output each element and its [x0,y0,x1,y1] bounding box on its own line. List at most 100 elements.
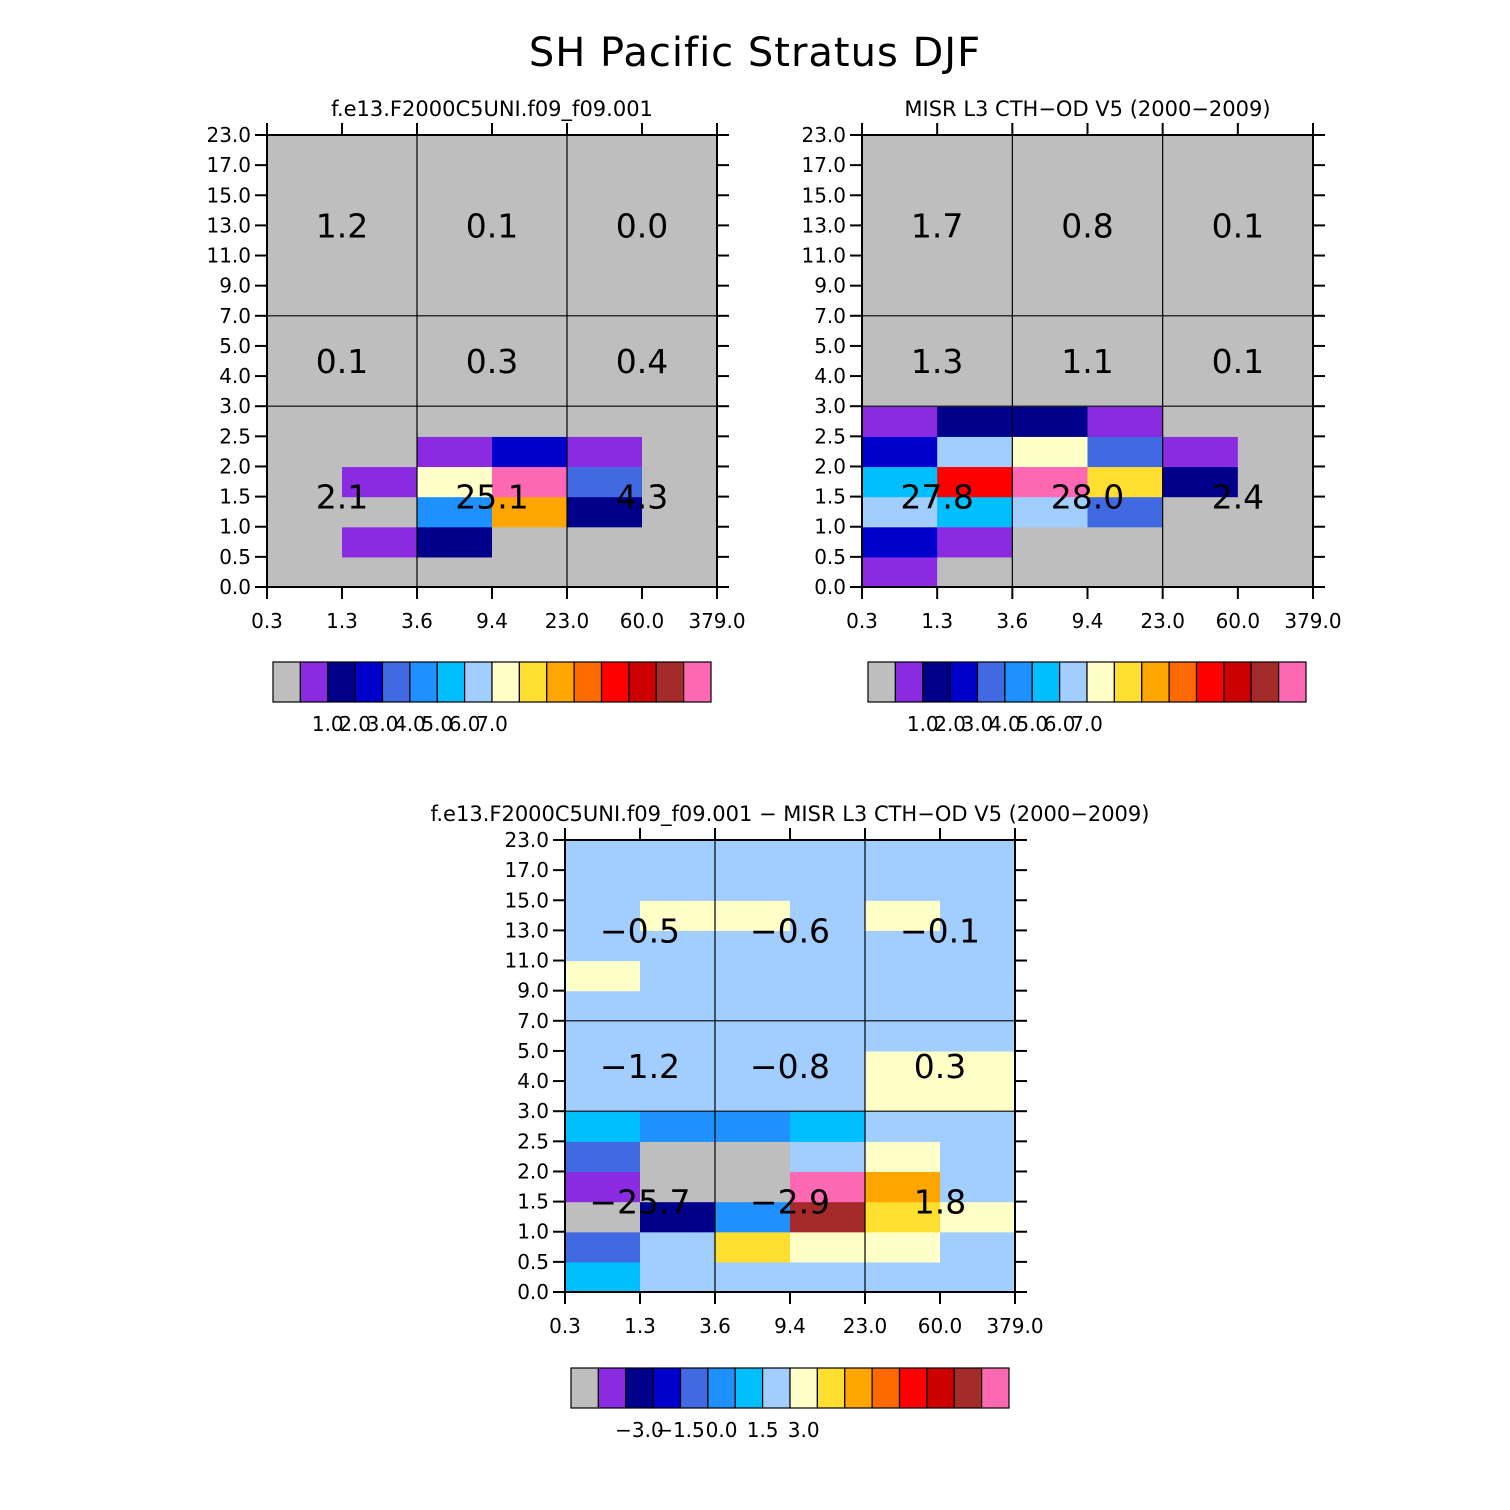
cell-annotation: 0.4 [616,342,668,381]
heatmap-cell [1012,195,1089,226]
heatmap-cell [790,900,866,931]
heatmap-cell [342,255,418,287]
heatmap-cell [1087,406,1164,437]
heatmap-cell [1162,406,1239,437]
heatmap-cell [1162,315,1239,347]
heatmap-cell [937,225,1013,257]
heatmap-cell [267,165,343,196]
cell-annotation: 2.4 [1212,478,1264,517]
colorbar: 1.02.03.04.05.06.07.0 [272,661,712,736]
colorbar-label: 4.0 [394,712,426,736]
cell-annotation: 25.1 [455,478,528,517]
heatmap-cell [790,1020,866,1052]
heatmap-cell [1162,165,1239,196]
heatmap-cell [715,1201,791,1233]
heatmap-cell [640,1081,716,1112]
heatmap-cell [1162,436,1239,468]
heatmap-cell [565,1201,641,1233]
y-tick-label: 0.0 [517,1280,549,1304]
heatmap-cell [1237,255,1314,287]
heatmap-cell [417,165,493,196]
colorbar-label: −1.5 [656,1418,705,1442]
y-tick-label: 15.0 [801,183,846,207]
heatmap-cell [267,556,343,588]
colorbar-swatch [600,661,630,703]
heatmap-cell [790,1050,866,1082]
y-tick-label: 4.0 [219,364,251,388]
heatmap-cell [342,376,418,407]
heatmap-cell [1162,135,1239,166]
heatmap-panel-1: f.e13.F2000C5UNI.f09_f09.001 0.0 0.5 1.0 1.5… [206,97,745,736]
colorbar-swatch [491,661,520,703]
heatmap-cell [565,1261,641,1293]
heatmap-cell [715,1081,791,1112]
y-tick-label: 13.0 [504,918,549,942]
x-tick-label: 0.3 [251,609,283,633]
colorbar-swatch [683,661,712,703]
heatmap-cell [1087,255,1164,287]
heatmap-cell [417,195,493,226]
colorbar-swatch [570,1367,599,1409]
heatmap-cell [1237,436,1314,468]
heatmap-cell [1087,345,1164,377]
heatmap-cell [342,195,418,226]
heatmap-cell [1087,526,1164,558]
heatmap-cell [492,436,568,468]
heatmap-cell [642,195,718,226]
heatmap-cell [565,870,641,901]
heatmap-cell [865,930,941,962]
heatmap-cell [715,930,791,962]
cell-annotation: 0.3 [466,342,518,381]
heatmap-cell [642,436,718,468]
colorbar-swatch [926,1367,955,1409]
heatmap-cell [1087,225,1164,257]
heatmap-cell [1087,436,1164,468]
panel-title: f.e13.F2000C5UNI.f09_f09.001 − MISR L3 C… [431,802,1150,827]
y-tick-label: 1.5 [814,485,846,509]
heatmap-cell [715,990,791,1022]
heatmap-cell [1237,556,1314,588]
cell-annotation: 0.3 [914,1047,966,1086]
colorbar-swatch [546,661,575,703]
y-tick-label: 9.0 [814,274,846,298]
heatmap-cell [417,255,493,287]
heatmap-cell [862,526,938,558]
heatmap-cell [790,870,866,901]
heatmap-cell [642,406,718,437]
heatmap-cell [642,466,718,498]
heatmap-cell [417,466,493,498]
heatmap-cell [790,960,866,992]
heatmap-cell [417,376,493,407]
heatmap-cell [567,406,643,437]
heatmap-cell [492,345,568,377]
heatmap-cell [1012,496,1089,528]
x-tick-label: 379.0 [688,609,745,633]
heatmap-cell [417,496,493,528]
x-tick-label: 379.0 [1284,609,1341,633]
heatmap-cell [1087,285,1164,317]
colorbar-label: 4.0 [989,712,1021,736]
cell-annotation: 28.0 [1051,478,1124,517]
heatmap-cell [1162,376,1239,407]
x-tick-label: 9.4 [476,609,508,633]
heatmap-cell [342,466,418,498]
heatmap-cell [1087,135,1164,166]
heatmap-cell [492,195,568,226]
y-tick-label: 7.0 [219,304,251,328]
heatmap-cell [1237,165,1314,196]
colorbar-label: 7.0 [1071,712,1103,736]
y-tick-label: 0.0 [219,575,251,599]
heatmap-cell [267,315,343,347]
heatmap-cell [865,1261,941,1293]
y-tick-label: 0.5 [219,545,251,569]
heatmap-cell [492,135,568,166]
heatmap-cell [267,285,343,317]
y-tick-label: 7.0 [517,1009,549,1033]
x-tick-label: 1.3 [326,609,358,633]
heatmap-cell [267,406,343,437]
heatmap-cell [642,315,718,347]
heatmap-cell [790,840,866,871]
colorbar-swatch [272,661,301,703]
heatmap-cell [565,990,641,1022]
y-tick-label: 1.0 [219,515,251,539]
